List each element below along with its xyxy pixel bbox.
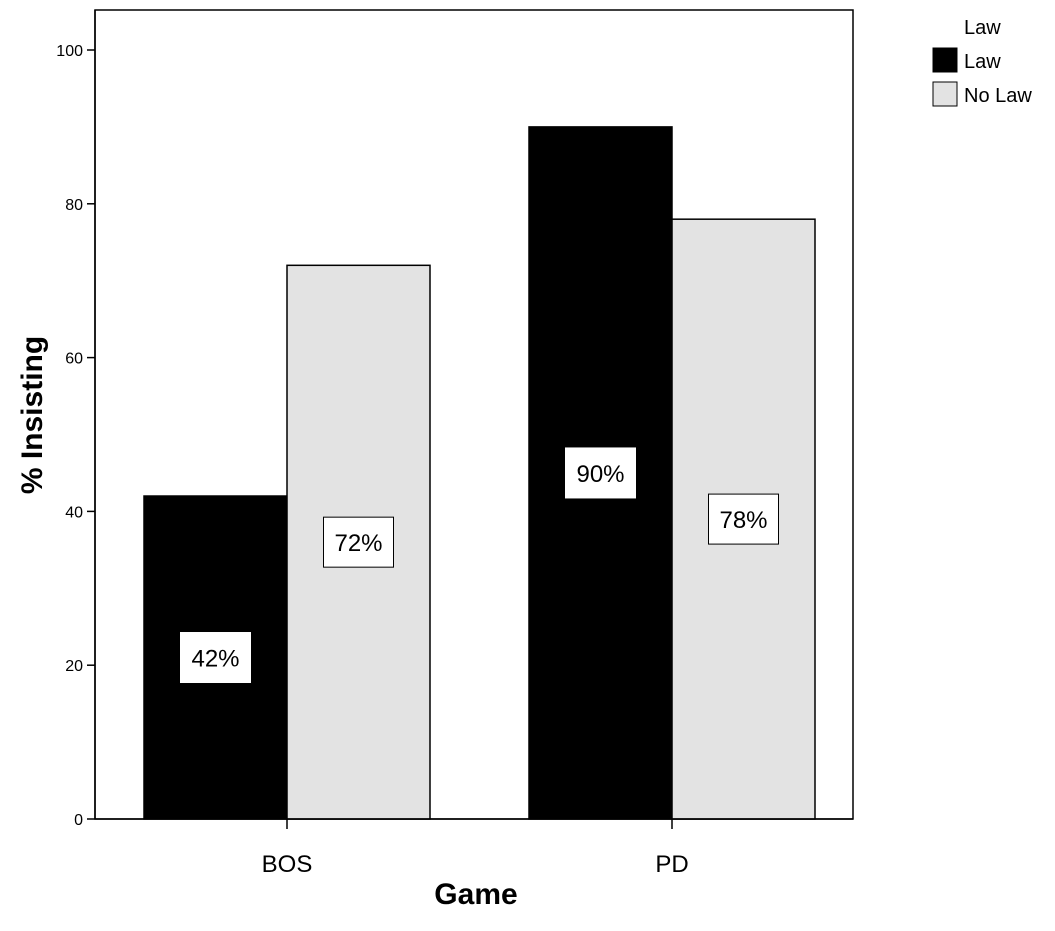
x-tick-label: PD bbox=[655, 851, 688, 878]
data-label: 90% bbox=[576, 461, 624, 488]
data-label-box bbox=[180, 632, 251, 684]
data-label: 72% bbox=[334, 530, 382, 557]
x-axis-title: Game bbox=[434, 878, 517, 911]
data-label: 78% bbox=[719, 507, 767, 534]
data-label: 42% bbox=[191, 646, 239, 673]
data-label-box bbox=[565, 447, 636, 499]
y-axis: 0 20 40 60 80 100 bbox=[56, 10, 96, 829]
y-tick-label: 100 bbox=[56, 43, 83, 60]
y-tick-label: 0 bbox=[74, 812, 83, 829]
y-tick-label: 20 bbox=[65, 658, 83, 675]
y-tick-label: 80 bbox=[65, 197, 83, 214]
y-axis-title: % Insisting bbox=[16, 336, 49, 494]
legend-title: Law bbox=[964, 17, 1001, 39]
y-tick-label: 60 bbox=[65, 351, 83, 368]
data-label-box bbox=[708, 493, 779, 545]
legend-label: No Law bbox=[964, 85, 1032, 107]
legend-label: Law bbox=[964, 51, 1001, 73]
legend-swatch-law bbox=[932, 47, 958, 73]
x-axis: BOS PD bbox=[95, 818, 853, 878]
data-label-box bbox=[323, 516, 394, 568]
data-labels-layer: 42% 72% 90% 78% bbox=[180, 447, 779, 684]
legend: Law Law No Law bbox=[932, 17, 1032, 107]
y-tick-label: 40 bbox=[65, 504, 83, 521]
x-tick-label: BOS bbox=[262, 851, 313, 878]
legend-swatch-no-law bbox=[932, 81, 958, 107]
